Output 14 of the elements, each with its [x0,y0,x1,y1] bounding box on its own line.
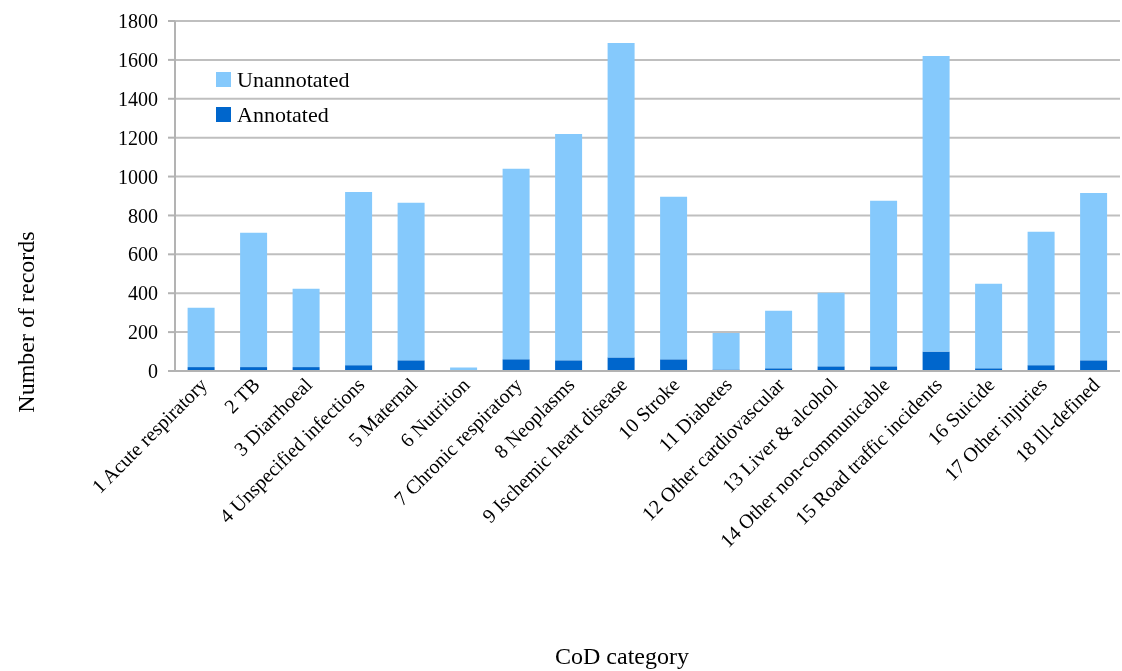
y-tick-label: 1800 [118,10,158,33]
x-axis-title: CoD category [555,643,689,669]
legend-label: Unannotated [237,66,350,93]
y-tick-label: 1400 [118,87,158,110]
y-tick-label: 200 [128,321,158,344]
y-tick-label: 800 [128,204,158,227]
y-tick-label: 1200 [118,126,158,149]
y-tick-label: 1000 [118,165,158,188]
y-tick-label: 600 [128,243,158,266]
y-axis-title: Number of records [13,231,39,413]
y-tick-label: 1600 [118,48,158,71]
y-tick-label: 0 [148,360,158,383]
y-tick-label: 400 [128,282,158,305]
legend-label: Annotated [237,101,329,128]
